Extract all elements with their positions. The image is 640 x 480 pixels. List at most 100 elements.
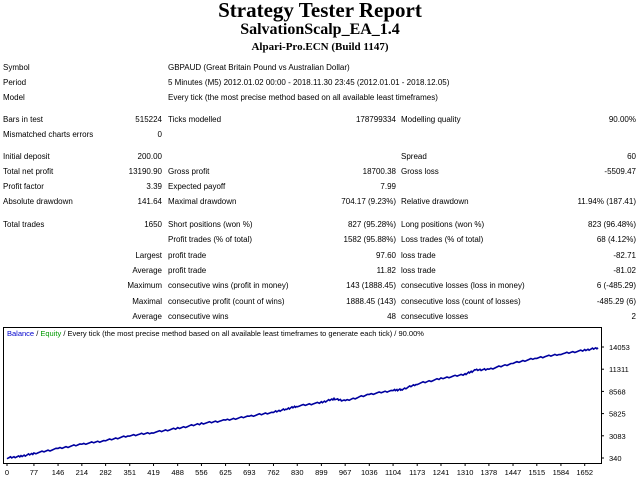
long-positions-value: 823 (96.48%) — [587, 220, 636, 229]
average-profit-value: 11.82 — [376, 266, 396, 275]
average-label: Average — [132, 266, 162, 275]
x-tick-label: 1310 — [457, 468, 474, 477]
report-title: Strategy Tester Report — [218, 0, 422, 22]
short-positions-value: 827 (95.28%) — [347, 220, 396, 229]
balance-line — [6, 346, 599, 460]
x-tick-label: 1036 — [361, 468, 378, 477]
relative-drawdown-value: 11.94% (187.41) — [577, 197, 636, 206]
maximal-cons-loss-label: consecutive loss (count of losses) — [401, 297, 521, 306]
x-tick-label: 1652 — [576, 468, 593, 477]
max-cons-losses-value: 6 (-485.29) — [596, 281, 636, 290]
y-tick-label: 5825 — [609, 410, 626, 419]
initial-deposit-value: 200.00 — [137, 152, 162, 161]
y-tick-label: 340 — [609, 454, 622, 463]
x-tick-label: 1104 — [385, 468, 401, 477]
profit-trades-label: Profit trades (% of total) — [168, 235, 253, 244]
gross-profit-label: Gross profit — [168, 167, 210, 176]
legend-equity: Equity — [40, 329, 61, 338]
period-label: Period — [3, 78, 27, 87]
bars-in-test-value: 515224 — [135, 115, 162, 124]
x-tick-label: 1584 — [553, 468, 570, 477]
bars-in-test-label: Bars in test — [3, 115, 44, 124]
largest-loss-label: loss trade — [401, 251, 436, 260]
maximal-cons-profit-value: 1888.45 (143) — [346, 297, 396, 306]
avg-cons-wins-value: 48 — [387, 312, 396, 321]
symbol-label: Symbol — [3, 63, 30, 72]
x-tick-label: 419 — [147, 468, 160, 477]
x-tick-label: 967 — [339, 468, 352, 477]
maximal-cons-profit-label: consecutive profit (count of wins) — [168, 297, 285, 306]
maximum-label: Maximum — [127, 281, 162, 290]
x-tick-label: 488 — [171, 468, 184, 477]
spread-value: 60 — [627, 152, 636, 161]
average-loss-value: -81.02 — [613, 266, 636, 275]
x-tick-label: 214 — [76, 468, 89, 477]
y-tick-label: 14053 — [609, 343, 630, 352]
total-trades-value: 1650 — [144, 220, 162, 229]
largest-profit-label: profit trade — [168, 251, 207, 260]
chart-legend: Balance / Equity / Every tick (the most … — [7, 329, 424, 338]
x-tick-label: 1515 — [528, 468, 545, 477]
modelling-quality-label: Modelling quality — [401, 115, 461, 124]
model-value: Every tick (the most precise method base… — [168, 93, 438, 102]
absolute-drawdown-label: Absolute drawdown — [3, 197, 73, 206]
avg-cons-wins-label: consecutive wins — [168, 312, 229, 321]
x-tick-label: 0 — [5, 468, 9, 477]
profit-trades-value: 1582 (95.88%) — [343, 235, 396, 244]
modelling-quality-value: 90.00% — [608, 115, 636, 124]
profit-factor-value: 3.39 — [146, 182, 162, 191]
max-cons-losses-label: consecutive losses (loss in money) — [401, 281, 525, 290]
maximal-cons-loss-value: -485.29 (6) — [596, 297, 636, 306]
x-tick-label: 556 — [195, 468, 208, 477]
broker-build: Alpari-Pro.ECN (Build 1147) — [251, 41, 389, 53]
y-tick-label: 11311 — [609, 365, 629, 374]
x-tick-label: 1241 — [433, 468, 450, 477]
x-tick-label: 762 — [267, 468, 280, 477]
x-tick-label: 899 — [315, 468, 328, 477]
x-tick-label: 625 — [219, 468, 232, 477]
loss-trades-label: Loss trades (% of total) — [401, 235, 484, 244]
largest-profit-value: 97.60 — [375, 251, 396, 260]
avg-cons-losses-value: 2 — [631, 312, 636, 321]
gross-loss-value: -5509.47 — [604, 167, 636, 176]
long-positions-label: Long positions (won %) — [401, 220, 485, 229]
period-value: 5 Minutes (M5) 2012.01.02 00:00 - 2018.1… — [168, 78, 450, 87]
x-tick-label: 1173 — [409, 468, 425, 477]
max-cons-wins-label: consecutive wins (profit in money) — [168, 281, 289, 290]
total-trades-label: Total trades — [3, 220, 45, 229]
largest-label: Largest — [135, 251, 162, 260]
gross-profit-value: 18700.38 — [362, 167, 396, 176]
x-tick-label: 830 — [291, 468, 304, 477]
average-loss-label: loss trade — [401, 266, 436, 275]
legend-description: / Every tick (the most precise method ba… — [61, 329, 424, 338]
symbol-value: GBPAUD (Great Britain Pound vs Australia… — [168, 63, 350, 72]
x-tick-label: 351 — [123, 468, 136, 477]
ticks-modelled-value: 178799334 — [355, 115, 396, 124]
avg-cons-losses-label: consecutive losses — [401, 312, 469, 321]
y-tick-label: 8568 — [609, 387, 626, 396]
total-net-profit-label: Total net profit — [3, 167, 54, 176]
x-tick-label: 1378 — [481, 468, 498, 477]
maximal-drawdown-label: Maximal drawdown — [168, 197, 237, 206]
avg-label: Average — [132, 312, 162, 321]
ea-name: SalvationScalp_EA_1.4 — [240, 21, 400, 38]
mismatched-value: 0 — [157, 130, 162, 139]
maximal-drawdown-value: 704.17 (9.23%) — [341, 197, 396, 206]
model-label: Model — [3, 93, 25, 102]
gross-loss-label: Gross loss — [401, 167, 439, 176]
x-tick-label: 77 — [30, 468, 38, 477]
balance-chart: Balance / Equity / Every tick (the most … — [3, 327, 630, 477]
max-cons-wins-value: 143 (1888.45) — [346, 281, 396, 290]
relative-drawdown-label: Relative drawdown — [401, 197, 469, 206]
expected-payoff-label: Expected payoff — [168, 182, 226, 191]
largest-loss-value: -82.71 — [613, 251, 636, 260]
y-tick-label: 3083 — [609, 432, 626, 441]
absolute-drawdown-value: 141.64 — [137, 197, 162, 206]
maximal-label: Maximal — [132, 297, 162, 306]
legend-balance: Balance — [7, 329, 34, 338]
average-profit-label: profit trade — [168, 266, 207, 275]
expected-payoff-value: 7.99 — [380, 182, 396, 191]
spread-label: Spread — [401, 152, 427, 161]
x-tick-label: 1447 — [505, 468, 522, 477]
x-tick-label: 282 — [99, 468, 112, 477]
